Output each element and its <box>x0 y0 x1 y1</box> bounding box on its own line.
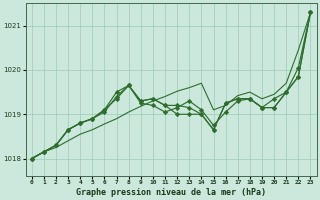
X-axis label: Graphe pression niveau de la mer (hPa): Graphe pression niveau de la mer (hPa) <box>76 188 266 197</box>
